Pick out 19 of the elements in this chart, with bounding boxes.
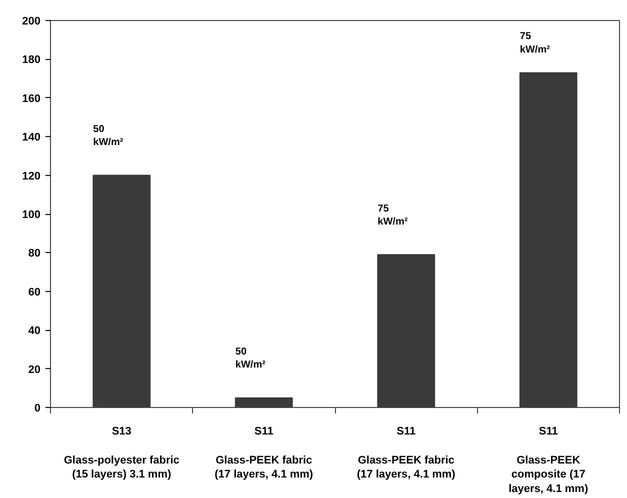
y-tick-label: 100 [22, 209, 41, 221]
annotation: 50 kW/m² [235, 346, 266, 371]
category-label: S11 Glass-PEEK composite (17 layers, 4.1 mm) [508, 426, 588, 496]
y-tick-label: 200 [22, 16, 41, 28]
category-label: S11 Glass-PEEK fabric (17 layers, 4.1 mm) [214, 426, 314, 481]
y-tick-label: 80 [28, 248, 41, 260]
y-tick-label: 40 [28, 325, 41, 338]
annotation: 75 kW/m² [520, 31, 551, 56]
annotation: 50 kW/m² [93, 124, 124, 148]
annotation: 75 kW/m² [378, 203, 408, 228]
category-label: S11 Glass-PEEK fabric (17 layers, 4.1 mm) [356, 426, 456, 481]
y-tick-label: 140 [22, 132, 41, 144]
y-tick-label: 180 [22, 54, 41, 66]
y-tick-label: 60 [28, 286, 41, 298]
category-label: S13 Glass-polyester fabric (15 layers) 3.1 mm) [64, 426, 180, 481]
y-tick-label: 160 [22, 92, 41, 105]
y-tick-label: 20 [28, 364, 41, 376]
y-tick-label: 120 [22, 170, 41, 182]
y-tick-label: 0 [34, 402, 41, 414]
